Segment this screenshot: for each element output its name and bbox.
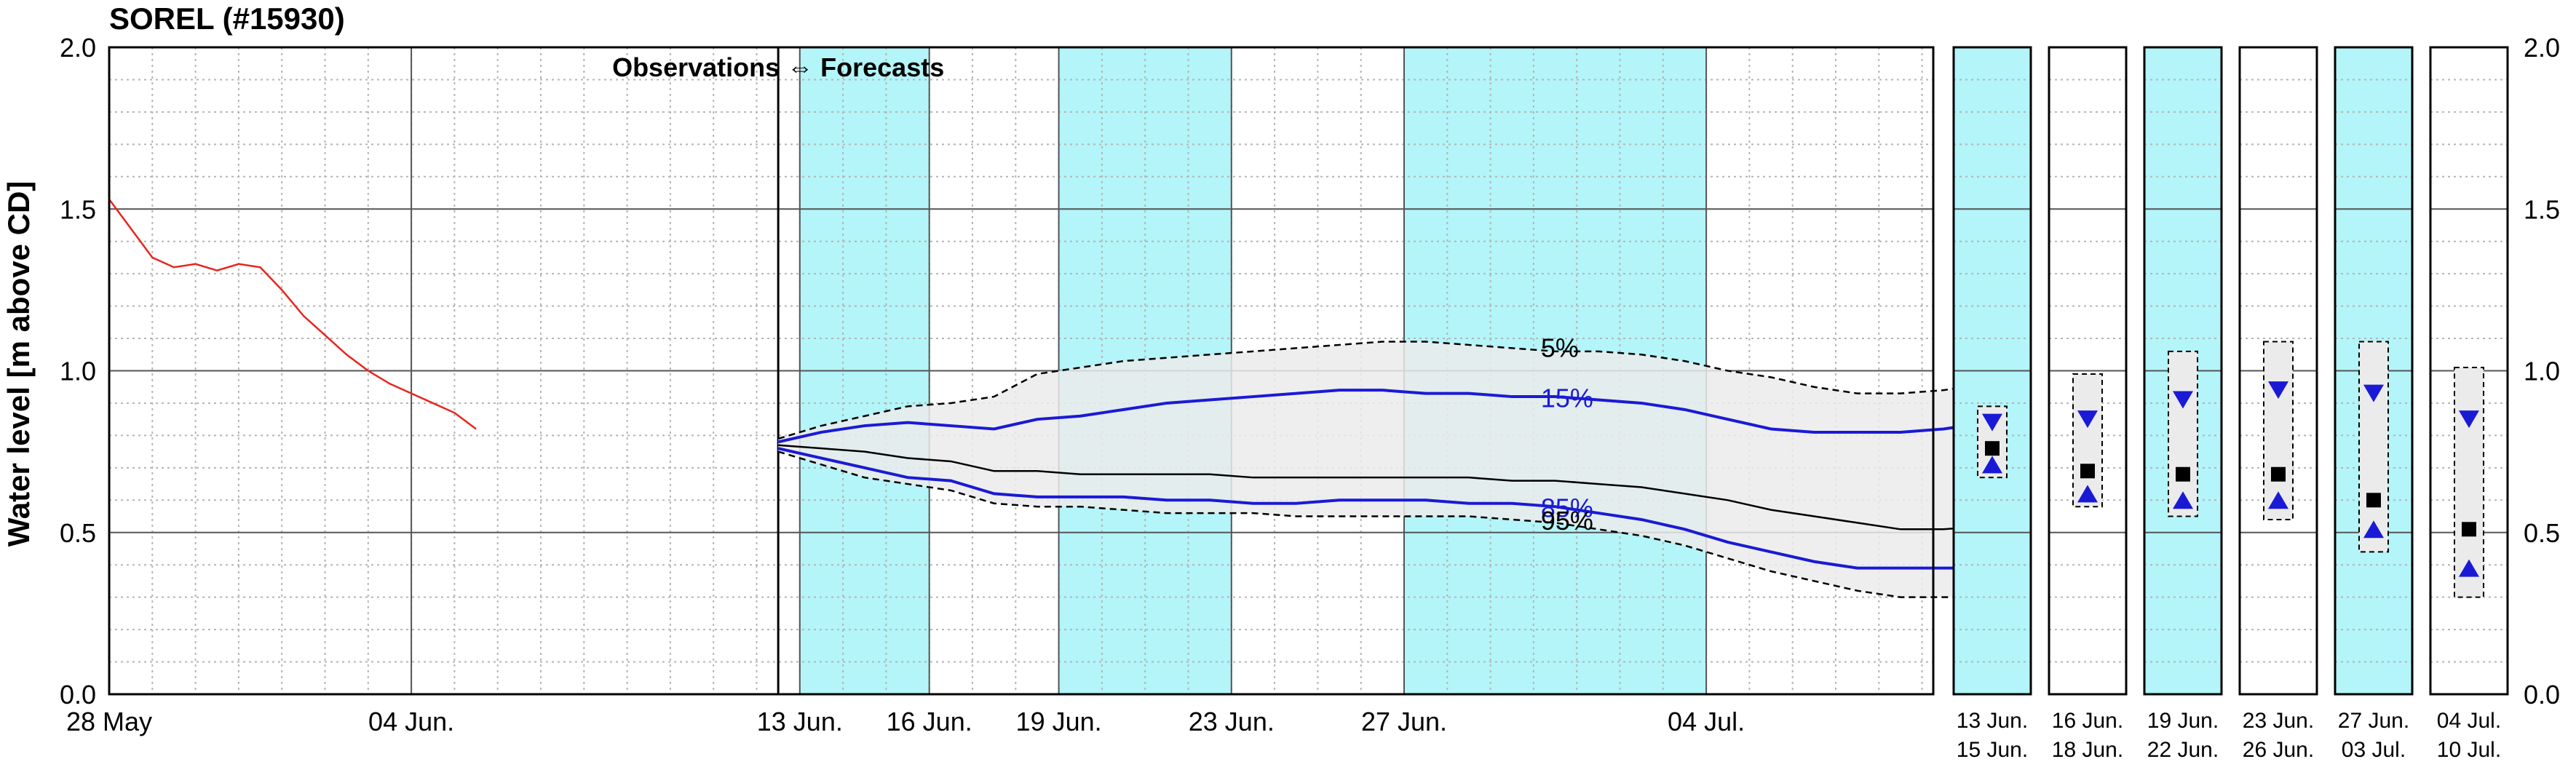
observed-line (108, 199, 477, 430)
y-tick-label-right: 0.0 (2524, 680, 2560, 710)
forecast-envelope (778, 341, 1987, 597)
chart-title: SOREL (#15930) (109, 1, 345, 36)
series-line-15pct (777, 389, 1987, 444)
panel-p15-marker (2077, 410, 2098, 429)
x-tick-label: 19 Jun. (1016, 707, 1102, 736)
panel-date-from: 19 Jun. (2147, 709, 2219, 733)
plot-frame (108, 46, 1935, 696)
y-tick-label-right: 0.5 (2524, 518, 2560, 548)
panel-median-marker (2462, 522, 2476, 537)
panel-frame (2238, 46, 2318, 696)
panel-date-to: 10 Jul. (2437, 738, 2501, 762)
panel-median-marker (2271, 466, 2286, 482)
panel-date-from: 16 Jun. (2052, 709, 2123, 733)
series-line-95pct (777, 450, 1987, 598)
panel-p85-marker (2077, 485, 2098, 503)
series-label-15pct: 15% (1541, 383, 1593, 413)
panel-p15-marker (2268, 381, 2288, 400)
y-tick-label-left: 0.0 (60, 680, 96, 710)
panel-p15-marker (2459, 410, 2479, 429)
series-label-95pct: 95% (1541, 506, 1593, 536)
series-label-85pct: 85% (1541, 493, 1593, 522)
panel-date-from: 04 Jul. (2437, 709, 2501, 733)
panel-date-to: 26 Jun. (2243, 738, 2314, 762)
main-plot: 5% 15% 85%95% Observations ⇔ Forecasts 28 Ma… (66, 46, 1987, 736)
period-panel-2: 19 Jun. 22 Jun. (2143, 46, 2223, 762)
panel-range-box (2454, 367, 2484, 598)
panel-p85-marker (2459, 559, 2479, 577)
y-tick-label-right: 1.5 (2524, 194, 2560, 224)
panel-frame (2048, 46, 2128, 696)
period-panel-5: 04 Jul. 10 Jul. (2429, 46, 2509, 762)
left-y-axis: 0.0 0.5 1.0 1.5 2.0 (60, 33, 96, 710)
panel-median-marker (1985, 441, 2000, 456)
series-line-median (778, 444, 1987, 530)
panel-frame (2334, 46, 2414, 696)
panel-p85-marker (2363, 520, 2384, 539)
panel-frame (2429, 46, 2509, 696)
y-tick-label-right: 2.0 (2524, 33, 2560, 63)
panel-range-box (2358, 341, 2389, 553)
right-y-axis: 0.0 0.5 1.0 1.5 2.0 (2524, 33, 2560, 710)
series-line-85pct (777, 447, 1987, 570)
panel-range-box (2072, 373, 2103, 508)
series-line-5pct (777, 341, 1987, 440)
x-tick-label: 13 Jun. (757, 707, 843, 736)
period-panel-3: 23 Jun. 26 Jun. (2238, 46, 2318, 762)
x-tick-label: 16 Jun. (887, 707, 972, 736)
panel-date-from: 13 Jun. (1957, 709, 2028, 733)
y-axis-label: Water level [m above CD] (1, 181, 36, 547)
panel-date-to: 15 Jun. (1957, 738, 2028, 762)
panel-median-marker (2080, 464, 2095, 479)
panel-median-marker (2366, 493, 2381, 508)
x-tick-label: 23 Jun. (1189, 707, 1275, 736)
panel-p15-marker (2173, 391, 2193, 409)
series-label-5pct: 5% (1541, 333, 1579, 362)
period-panels: 13 Jun. 15 Jun. 16 Jun. 18 Jun. 19 Jun. 22 Ju… (1952, 46, 2509, 762)
panel-median-marker (2176, 466, 2190, 482)
panel-frame (2143, 46, 2223, 696)
period-panel-0: 13 Jun. 15 Jun. (1952, 46, 2032, 762)
panel-date-to: 22 Jun. (2147, 738, 2219, 762)
panel-date-to: 18 Jun. (2052, 738, 2123, 762)
panel-range-box (2263, 341, 2294, 520)
y-tick-label-left: 0.5 (60, 518, 96, 548)
x-tick-label: 27 Jun. (1361, 707, 1447, 736)
panel-date-from: 27 Jun. (2338, 709, 2409, 733)
x-tick-label: 28 May (66, 707, 152, 736)
y-tick-label-left: 2.0 (60, 33, 96, 63)
period-panel-4: 27 Jun. 03 Jul. (2334, 46, 2414, 762)
period-panel-1: 16 Jun. 18 Jun. (2048, 46, 2128, 762)
panel-p85-marker (2268, 491, 2288, 509)
y-tick-label-left: 1.0 (60, 357, 96, 386)
observations-forecasts-annotation: Observations ⇔ Forecasts (612, 52, 944, 82)
panel-date-from: 23 Jun. (2243, 709, 2314, 733)
panel-frame (1952, 46, 2032, 696)
panel-p15-marker (1982, 413, 2002, 432)
y-tick-label-left: 1.5 (60, 194, 96, 224)
panel-p15-marker (2363, 384, 2384, 402)
x-tick-label: 04 Jun. (368, 707, 454, 736)
panel-range-box (2168, 350, 2198, 517)
panel-p85-marker (2173, 491, 2193, 509)
y-tick-label-right: 1.0 (2524, 357, 2560, 386)
panel-date-to: 03 Jul. (2342, 738, 2406, 762)
panel-p85-marker (1982, 456, 2002, 474)
x-tick-label: 04 Jul. (1668, 707, 1745, 736)
